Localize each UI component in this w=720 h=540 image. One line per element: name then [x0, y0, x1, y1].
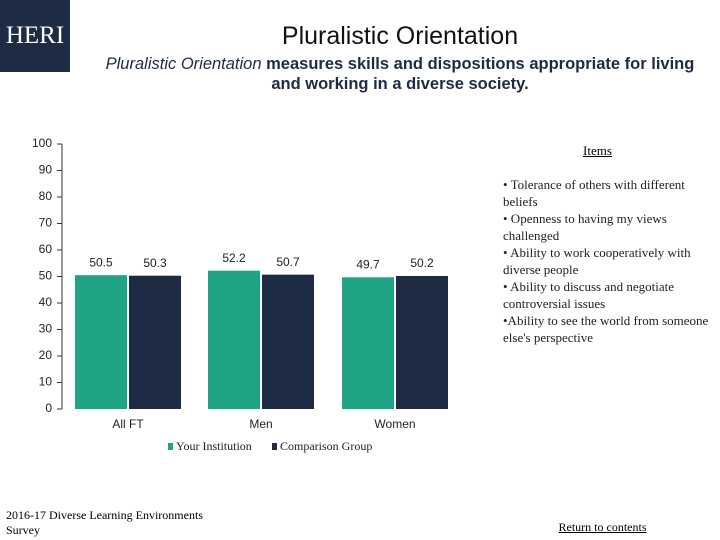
y-tick-label: 70 — [39, 216, 53, 230]
subtitle-text: measures skills and dispositions appropr… — [266, 55, 695, 93]
value-label: 50.5 — [89, 255, 113, 269]
bar — [396, 275, 448, 409]
y-tick-label: 20 — [39, 348, 53, 362]
value-label: 52.2 — [222, 251, 246, 265]
bar — [208, 270, 260, 409]
x-tick-label: All FT — [112, 417, 144, 431]
y-tick-label: 100 — [32, 136, 52, 150]
x-tick-label: Women — [374, 417, 415, 431]
y-tick-label: 60 — [39, 242, 53, 256]
bar — [129, 275, 181, 409]
item: • Ability to discuss and negotiate contr… — [503, 279, 675, 311]
item: • Tolerance of others with different bel… — [503, 177, 685, 209]
items-list: • Tolerance of others with different bel… — [503, 176, 718, 346]
logo: HERI — [0, 0, 70, 72]
value-label: 50.3 — [143, 256, 167, 270]
legend-swatch — [168, 443, 173, 450]
legend-swatch — [272, 443, 277, 450]
value-label: 50.7 — [276, 255, 300, 269]
chart-title: Pluralistic Orientation — [281, 22, 519, 50]
y-tick-label: 30 — [39, 322, 53, 336]
x-tick-label: Men — [249, 417, 272, 431]
footer: 2016-17 Diverse Learning Environments Su… — [6, 508, 203, 537]
items-title: Items — [583, 143, 612, 158]
y-tick-label: 80 — [39, 189, 53, 203]
bar — [75, 275, 127, 409]
item: • Openness to having my views challenged — [503, 211, 667, 243]
legend-label: Your Institution — [176, 439, 252, 453]
subtitle-emphasis: Pluralistic Orientation — [105, 55, 262, 73]
y-tick-label: 10 — [39, 375, 53, 389]
value-label: 49.7 — [356, 257, 380, 271]
bar — [342, 277, 394, 409]
y-tick-label: 40 — [39, 295, 53, 309]
legend-label: Comparison Group — [280, 439, 372, 453]
return-link[interactable]: Return to contents — [558, 520, 647, 534]
item: •Ability to see the world from someone e… — [503, 313, 709, 345]
subtitle: Pluralistic Orientation measures skills … — [90, 54, 710, 94]
bar — [262, 274, 314, 409]
y-tick-label: 50 — [39, 269, 53, 283]
y-tick-label: 0 — [45, 401, 52, 415]
item: • Ability to work cooperatively with div… — [503, 245, 691, 277]
value-label: 50.2 — [410, 256, 434, 270]
y-tick-label: 90 — [39, 163, 53, 177]
